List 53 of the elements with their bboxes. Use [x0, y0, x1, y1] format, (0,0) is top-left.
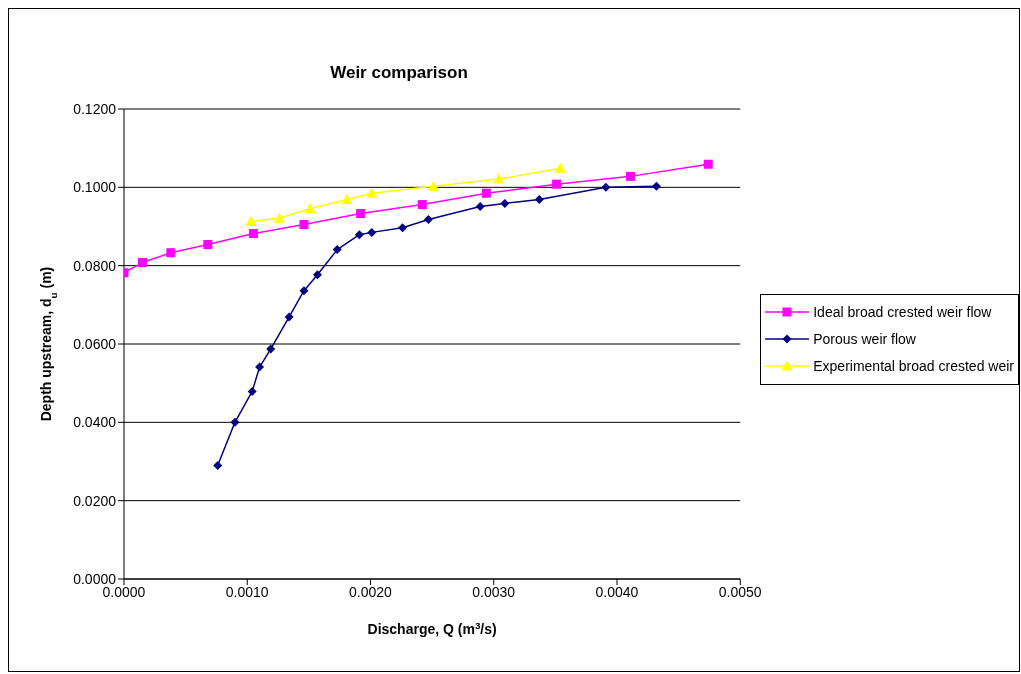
point [313, 270, 322, 280]
point [534, 194, 544, 204]
point [245, 215, 257, 226]
point [356, 209, 366, 219]
point [481, 188, 491, 198]
x-tick-label: 0.0040 [595, 583, 639, 600]
chart-title: Weir comparison [329, 63, 469, 83]
y-tick-label: 0.0600 [73, 335, 117, 352]
legend-label: Experimental broad crested weir [813, 356, 1014, 376]
point [332, 245, 342, 255]
x-tick-label: 0.0010 [225, 583, 269, 600]
point [427, 180, 439, 191]
point [284, 312, 294, 322]
point [213, 460, 223, 470]
point [367, 227, 377, 237]
point [601, 182, 611, 192]
y-tick-label: 0.0200 [73, 492, 117, 509]
x-tick-label: 0.0020 [349, 583, 393, 600]
point [230, 417, 240, 427]
point [552, 179, 562, 189]
point [398, 223, 408, 233]
point [304, 202, 316, 213]
point [255, 362, 265, 372]
point [203, 240, 213, 250]
legend-label: Ideal broad crested weir flow [813, 302, 992, 322]
point [366, 187, 378, 198]
point [266, 344, 276, 354]
y-tick-label: 0.0800 [73, 257, 117, 274]
point [651, 181, 661, 191]
point [247, 386, 257, 396]
point [554, 162, 566, 173]
point [137, 258, 147, 268]
y-tick-label: 0.1000 [73, 179, 117, 196]
y-tick-label: 0.1200 [73, 100, 117, 117]
point [626, 171, 636, 181]
point [341, 193, 353, 204]
point [166, 248, 176, 258]
y-tick-label: 0.0400 [73, 414, 117, 431]
point [299, 286, 309, 296]
point [248, 229, 258, 239]
point [299, 220, 309, 230]
point [475, 202, 485, 212]
point [500, 198, 510, 208]
point [273, 212, 285, 223]
point [423, 214, 433, 224]
x-tick-label: 0.0050 [718, 583, 762, 600]
point [493, 173, 505, 184]
x-axis-title: Discharge, Q (m$^{3}$/s) [367, 619, 497, 637]
point [417, 200, 427, 210]
point [703, 159, 713, 169]
legend-label: Porous weir flow [813, 329, 916, 349]
x-tick-label: 0.0030 [472, 583, 516, 600]
point [354, 230, 364, 240]
